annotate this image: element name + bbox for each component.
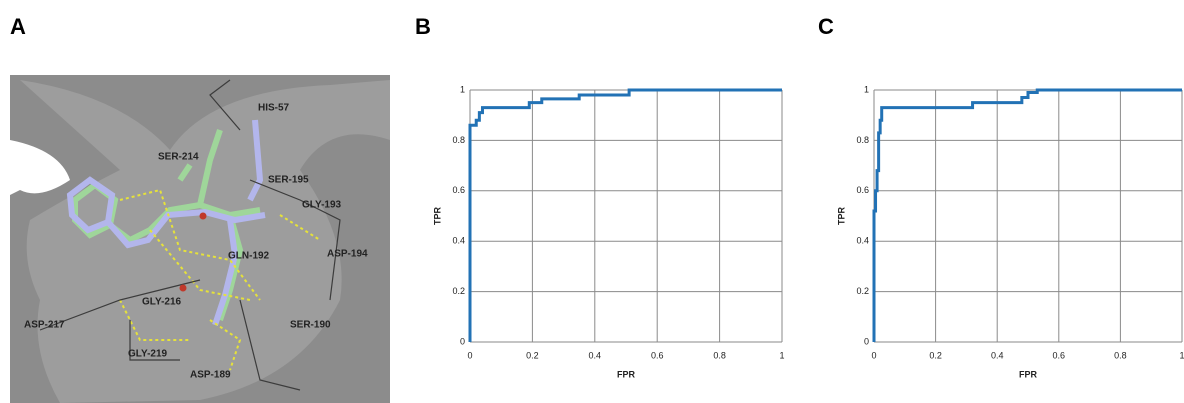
panel-label: B [415, 14, 431, 39]
residue-label: ASP-189 [190, 370, 231, 381]
residue-label: SER-195 [268, 175, 309, 186]
residue-label: SER-190 [290, 320, 331, 331]
y-tick-label: 0.4 [452, 236, 465, 246]
residue-label: GLY-193 [302, 200, 342, 211]
x-axis-title: FPR [617, 369, 636, 379]
residue-label: GLY-216 [142, 297, 182, 308]
roc-curve [470, 90, 782, 342]
residue-label: GLN-192 [228, 251, 270, 262]
y-tick-label: 1 [864, 84, 869, 94]
x-tick-label: 0.2 [929, 350, 942, 360]
x-axis-title: FPR [1019, 369, 1038, 379]
x-tick-label: 0.2 [526, 350, 539, 360]
y-tick-label: 0.2 [452, 286, 465, 296]
residue-label: GLY-219 [128, 349, 168, 360]
water [180, 285, 187, 292]
residue-label: ASP-194 [327, 249, 368, 260]
panel-label: A [10, 14, 26, 39]
residue-label: ASP-217 [24, 320, 65, 331]
y-tick-label: 0.8 [452, 135, 465, 145]
x-tick-label: 0.4 [991, 350, 1004, 360]
x-tick-label: 0.4 [589, 350, 602, 360]
residue-label: SER-214 [158, 152, 199, 163]
y-tick-label: 0.2 [856, 286, 869, 296]
x-tick-label: 0.8 [1114, 350, 1127, 360]
roc-curve [874, 90, 1182, 342]
x-tick-label: 1 [1179, 350, 1184, 360]
y-axis-title: TPR [432, 206, 442, 225]
x-tick-label: 0 [467, 350, 472, 360]
y-axis-title: TPR [836, 206, 846, 225]
x-tick-label: 0.6 [651, 350, 664, 360]
y-tick-label: 0.6 [452, 185, 465, 195]
x-tick-label: 1 [779, 350, 784, 360]
y-tick-label: 0 [460, 336, 465, 346]
x-tick-label: 0.8 [713, 350, 726, 360]
y-tick-label: 0.4 [856, 236, 869, 246]
x-tick-label: 0.6 [1053, 350, 1066, 360]
x-tick-label: 0 [871, 350, 876, 360]
y-tick-label: 0.6 [856, 185, 869, 195]
water [200, 213, 207, 220]
panel-label: C [818, 14, 834, 39]
y-tick-label: 1 [460, 84, 465, 94]
residue-label: HIS-57 [258, 103, 290, 114]
y-tick-label: 0.8 [856, 135, 869, 145]
y-tick-label: 0 [864, 336, 869, 346]
figure: A HIS-57 SER-214 SER-195 GLY-193 ASP-194 GLN-… [0, 0, 1184, 403]
panel-a-image [10, 75, 390, 403]
